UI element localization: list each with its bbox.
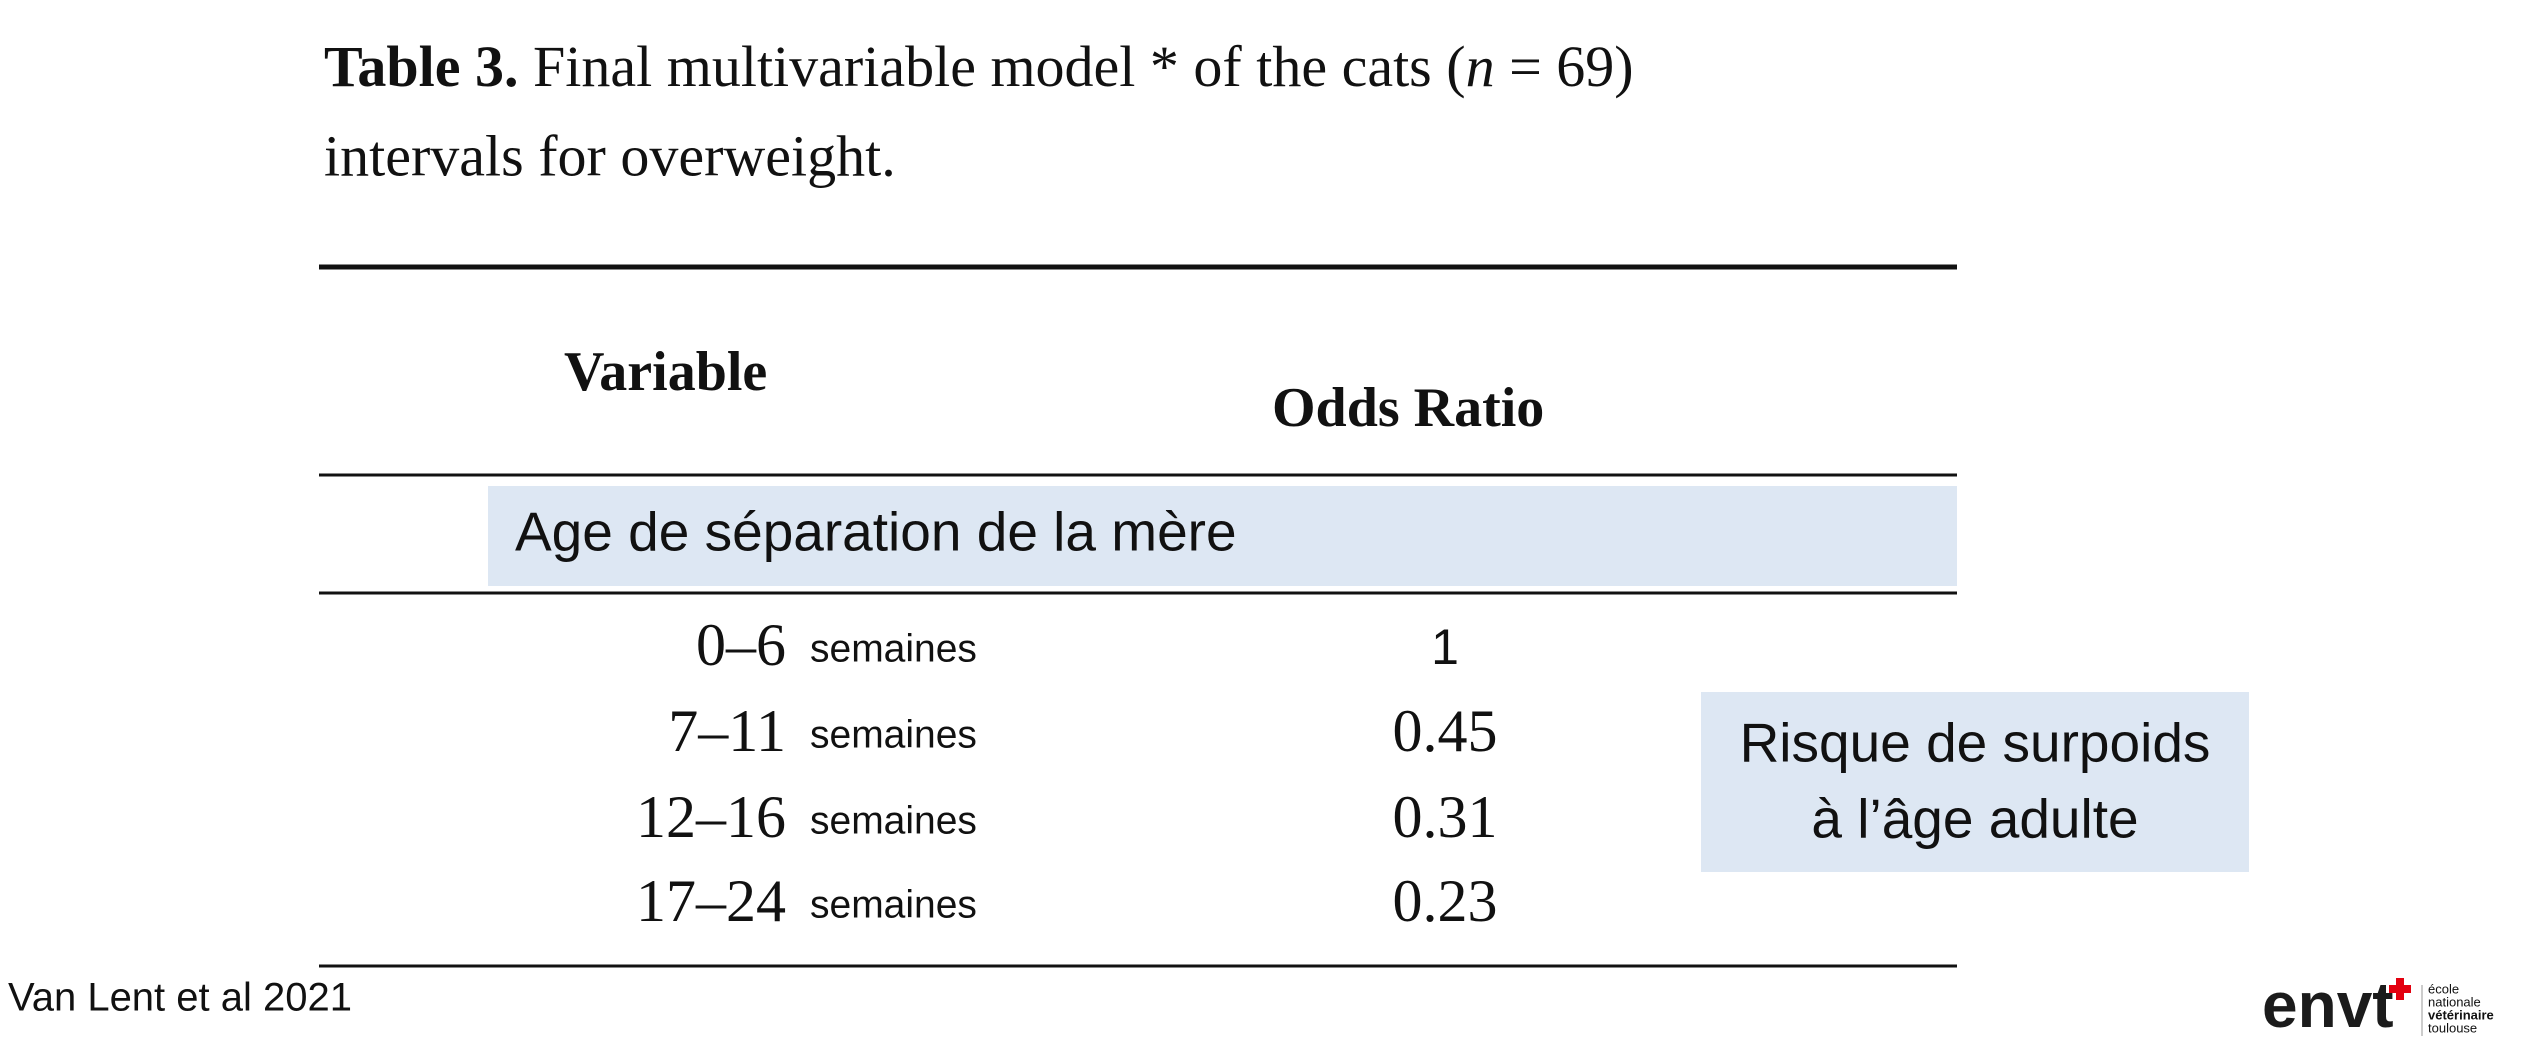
title-n: n: [1466, 34, 1495, 99]
title-text: Final multivariable model * of the cats …: [533, 34, 1466, 99]
logo: envt: [2262, 969, 2394, 1040]
logo-caption-line: toulouse: [2428, 1020, 2477, 1035]
table-body: 0–6 semaines 1 7–11 semaines 0.45 12–16 semaine…: [636, 612, 1498, 934]
range-cell: 17–24: [636, 868, 786, 934]
odds-cell: 0.23: [1393, 868, 1498, 934]
odds-cell: 1: [1431, 619, 1459, 675]
column-header: Odds Ratio: [1272, 377, 1544, 439]
title-text: = 69): [1495, 34, 1634, 99]
range-cell: 0–6: [696, 612, 786, 678]
unit-cell: semaines: [810, 799, 977, 842]
odds-cell: 0.45: [1393, 698, 1498, 764]
section-band: [488, 486, 1957, 586]
logo-caption-line: vétérinaire: [2428, 1007, 2494, 1022]
unit-cell: semaines: [810, 627, 977, 670]
range-cell: 12–16: [636, 784, 786, 850]
table-title: Table 3. Final multivariable model * of …: [324, 34, 1634, 99]
unit-cell: semaines: [810, 883, 977, 926]
callout-text: à l’âge adulte: [1811, 788, 2138, 850]
citation: Van Lent et al 2021: [8, 976, 352, 1020]
logo-caption-line: école: [2428, 981, 2459, 996]
section-label: Age de séparation de la mère: [515, 501, 1237, 563]
table-label: Table 3.: [324, 34, 518, 99]
range-cell: 7–11: [668, 698, 786, 764]
logo-caption-line: nationale: [2428, 994, 2481, 1009]
callout-text: Risque de surpoids: [1740, 712, 2211, 774]
logo-cross: [2389, 985, 2411, 993]
column-header: Variable: [564, 341, 767, 403]
unit-cell: semaines: [810, 713, 977, 756]
odds-cell: 0.31: [1393, 784, 1498, 850]
callout-box: [1701, 692, 2249, 872]
title-line: intervals for overweight.: [324, 123, 896, 188]
